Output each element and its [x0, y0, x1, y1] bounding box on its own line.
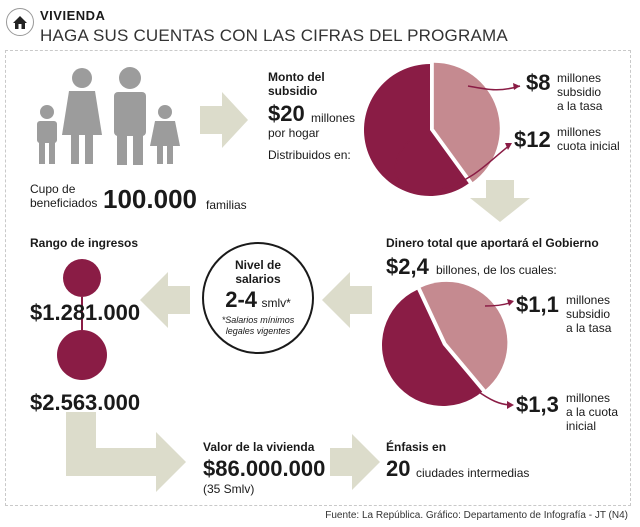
beneficiaries-unit: familias — [206, 198, 247, 212]
house-value: $86.000.000 — [203, 456, 326, 481]
arrow-corner — [66, 412, 186, 492]
government-slice-1-value: $1,1 — [516, 292, 559, 317]
salary-note-line1: *Salarios mínimos — [221, 315, 295, 325]
salary-unit: smlv* — [261, 296, 291, 310]
emphasis-unit: ciudades intermedias — [416, 466, 530, 480]
subsidy-slice-2-label: millones cuota inicial — [557, 125, 620, 153]
subsidy-unit: millones — [311, 111, 356, 125]
subsidy-title-line1: Monto del — [268, 70, 325, 84]
subsidy-unit2: por hogar — [268, 126, 320, 140]
subsidy-slice-1-label: millones subsidio a la tasa — [557, 71, 602, 113]
page-subtitle: HAGA SUS CUENTAS CON LAS CIFRAS DEL PROG… — [40, 26, 508, 45]
subsidy-slice-2-line1: millones — [557, 125, 602, 139]
beneficiaries-prefix: Cupo de beneficiados — [30, 182, 97, 210]
government-slice-2-line3: inicial — [566, 419, 597, 433]
salary-title-line1: Nivel de — [234, 258, 282, 272]
emphasis-title: Énfasis en — [386, 440, 447, 454]
government-pie-slice-1 — [420, 281, 508, 390]
subsidy-pie-slice-2 — [364, 64, 469, 196]
beneficiaries-line2: beneficiados — [30, 196, 98, 210]
salary-title-line2: salarios — [235, 272, 281, 286]
family-icon — [37, 67, 180, 165]
government-unit: billones, de los cuales: — [436, 263, 557, 277]
government-slice-2-line2: a la cuota — [566, 405, 619, 419]
subsidy-pie-chart — [364, 62, 500, 196]
government-title: Dinero total que aportará el Gobierno — [386, 236, 599, 250]
house-value-title: Valor de la vivienda — [203, 440, 315, 454]
income-low: $1.281.000 — [30, 300, 141, 325]
income-high: $2.563.000 — [30, 390, 141, 415]
government-slice-1-line3: a la tasa — [566, 321, 612, 335]
government-slice-2-line1: millones — [566, 391, 611, 405]
subsidy-value: $20 — [268, 101, 305, 126]
house-value-note: (35 Smlv) — [203, 482, 255, 496]
salary-block: Nivel de salarios 2-4 smlv* *Salarios mí… — [203, 258, 313, 337]
subsidy-slice-1-line2: subsidio — [557, 85, 602, 99]
government-pie-chart — [381, 281, 508, 406]
arrow-right-2 — [330, 434, 380, 490]
arrow-right-1 — [200, 92, 248, 148]
subsidy-slice-1-line3: a la tasa — [557, 99, 603, 113]
government-pie-slice-2 — [381, 289, 483, 406]
beneficiaries-line1: Cupo de — [30, 182, 76, 196]
government-slice-2-label: millones a la cuota inicial — [566, 391, 618, 433]
income-low-circle — [63, 259, 101, 297]
income-high-circle — [57, 330, 107, 380]
subsidy-distributed: Distribuidos en: — [268, 148, 351, 162]
section-title: VIVIENDA — [40, 8, 106, 23]
subsidy-slice-1-line1: millones — [557, 71, 602, 85]
salary-circle — [202, 242, 314, 354]
arrow-down — [470, 180, 530, 222]
subsidy-title-line2: subsidio — [268, 84, 318, 98]
income-title: Rango de ingresos — [30, 236, 139, 250]
arrow-left-2 — [140, 272, 190, 328]
salary-value: 2-4 — [225, 287, 257, 312]
subsidy-slice-2-value: $12 — [514, 127, 551, 152]
government-slice-1-label: millones subsidio a la tasa — [566, 293, 611, 335]
subsidy-slice-1-value: $8 — [526, 70, 551, 95]
emphasis-value: 20 — [386, 456, 411, 481]
government-value: $2,4 — [386, 254, 429, 279]
subsidy-title: Monto del subsidio — [268, 70, 325, 98]
government-slice-1-line2: subsidio — [566, 307, 611, 321]
subsidy-slice-2-line2: cuota inicial — [557, 139, 620, 153]
arrow-left-1 — [322, 272, 372, 328]
footer-source: Fuente: La República. Gráfico: Departame… — [325, 510, 628, 521]
salary-note-line2: legales vigentes — [225, 326, 291, 336]
government-slice-2-value: $1,3 — [516, 392, 559, 417]
house-icon — [6, 8, 34, 36]
government-slice-1-line1: millones — [566, 293, 611, 307]
beneficiaries-value: 100.000 — [103, 184, 197, 214]
subsidy-pie-slice-1 — [433, 62, 500, 183]
content-frame — [5, 50, 631, 506]
